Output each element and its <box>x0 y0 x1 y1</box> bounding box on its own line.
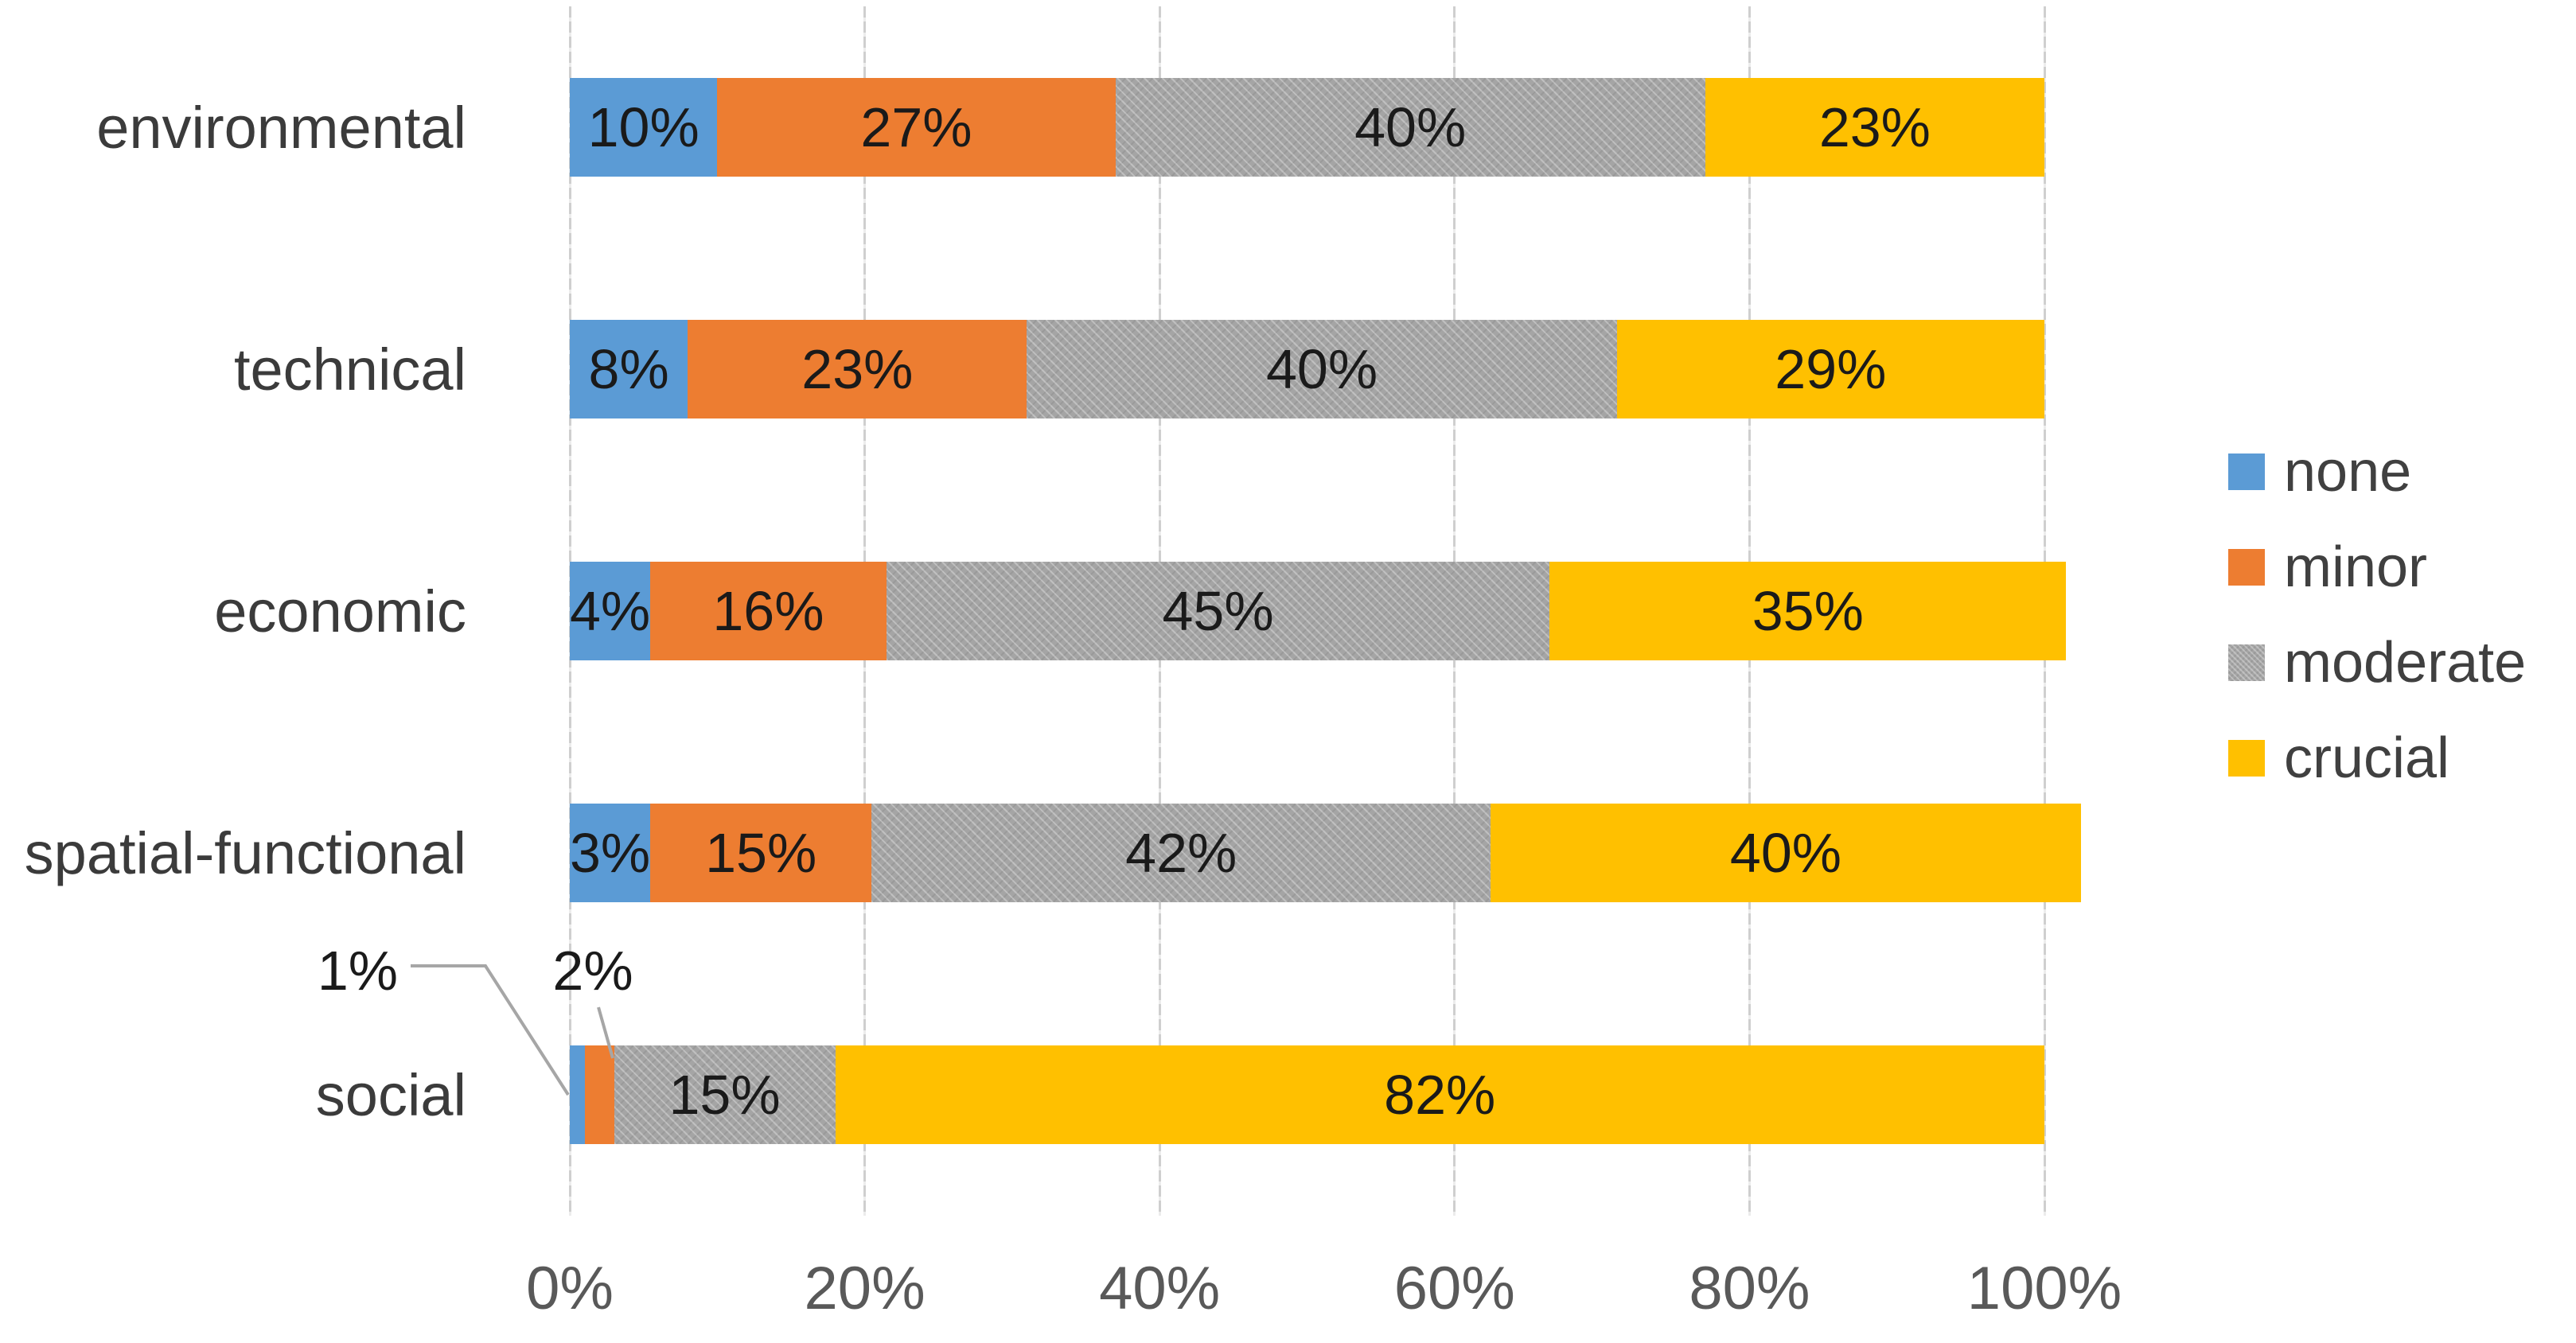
segment-data-label: 40% <box>1354 96 1467 158</box>
bar-segment-minor <box>584 1045 614 1144</box>
bar-segment-minor: 16% <box>650 562 887 660</box>
legend-item-crucial: crucial <box>2228 726 2526 790</box>
segment-data-label: 23% <box>801 338 914 400</box>
x-axis: 0% 20% 40% 60% 80% 100% <box>526 1251 2122 1327</box>
bar-band: 4% 16% 45% 35% <box>570 490 2067 732</box>
bar-segment-minor: 27% <box>717 78 1116 177</box>
x-axis-tick-label: 20% <box>804 1255 926 1322</box>
legend-swatch-icon <box>2228 549 2265 586</box>
segment-data-label: 82% <box>1384 1064 1496 1126</box>
bar-segment-none <box>570 1045 585 1144</box>
category-labels-column: environmental technical economic spatial-fu… <box>0 6 522 1216</box>
segment-data-label: 3% <box>570 822 651 884</box>
category-label: social <box>315 1061 466 1128</box>
x-axis-tick-label: 40% <box>1099 1255 1221 1322</box>
category-label: spatial-functional <box>24 819 466 886</box>
legend-item-none: none <box>2228 440 2526 504</box>
legend-swatch-icon <box>2228 644 2265 681</box>
bar-band: 15% 82% <box>570 974 2044 1216</box>
x-axis-tick-label: 0% <box>526 1255 614 1322</box>
bar-economic: 4% 16% 45% 35% <box>570 562 2067 660</box>
bar-technical: 8% 23% 40% 29% <box>570 320 2044 418</box>
legend-item-minor: minor <box>2228 535 2526 599</box>
legend-item-moderate: moderate <box>2228 631 2527 695</box>
segment-data-label: 40% <box>1729 822 1841 884</box>
segment-data-label: 23% <box>1818 96 1931 158</box>
category-label: technical <box>233 336 466 403</box>
bar-segment-moderate: 40% <box>1115 78 1705 177</box>
plot-area: 10% 27% 40% 23% 8% 23% 40% 29% 4% 16% 45% 35% 3% 15% 4… <box>568 6 2081 1216</box>
bar-band: 8% 23% 40% 29% <box>570 248 2044 490</box>
bar-segment-none: 8% <box>570 320 688 418</box>
segment-data-label: 15% <box>668 1064 781 1126</box>
bar-spatial-functional: 3% 15% 42% 40% <box>570 804 2081 902</box>
segment-data-label: 42% <box>1125 822 1237 884</box>
callout-label-none: 1% <box>317 940 398 1002</box>
legend-label: crucial <box>2284 726 2450 790</box>
bar-segment-none: 3% <box>570 804 651 902</box>
bar-environmental: 10% 27% 40% 23% <box>570 78 2044 177</box>
segment-data-label: 45% <box>1162 580 1274 642</box>
segment-data-label: 15% <box>705 822 817 884</box>
bar-segment-moderate: 40% <box>1027 320 1617 418</box>
bar-segment-crucial: 35% <box>1549 562 2067 660</box>
bar-segment-crucial: 23% <box>1705 78 2044 177</box>
bar-segment-minor: 23% <box>688 320 1027 418</box>
segment-data-label: 29% <box>1775 338 1887 400</box>
bar-segment-minor: 15% <box>650 804 872 902</box>
segment-data-label: 16% <box>712 580 824 642</box>
bar-segment-moderate: 45% <box>886 562 1550 660</box>
bar-segment-moderate: 15% <box>614 1045 836 1144</box>
legend-label: none <box>2284 440 2412 504</box>
bar-segment-none: 4% <box>570 562 651 660</box>
x-axis-tick-label: 80% <box>1689 1255 1810 1322</box>
category-label: environmental <box>96 94 466 161</box>
segment-data-label: 10% <box>587 96 700 158</box>
bar-social: 15% 82% <box>570 1045 2044 1144</box>
x-axis-tick-label: 100% <box>1966 1255 2122 1322</box>
bar-rows: 10% 27% 40% 23% 8% 23% 40% 29% 4% 16% 45% 35% 3% 15% 4… <box>570 6 2081 1216</box>
x-axis-tick-label: 60% <box>1393 1255 1515 1322</box>
segment-data-label: 4% <box>570 580 651 642</box>
segment-data-label: 8% <box>588 338 669 400</box>
bar-band: 10% 27% 40% 23% <box>570 6 2044 248</box>
segment-data-label: 27% <box>860 96 972 158</box>
bar-band: 3% 15% 42% 40% <box>570 732 2081 974</box>
segment-data-label: 35% <box>1752 580 1864 642</box>
callout-label-minor: 2% <box>552 940 633 1002</box>
bar-segment-crucial: 29% <box>1616 320 2044 418</box>
bar-segment-none: 10% <box>570 78 718 177</box>
legend-swatch-icon <box>2228 454 2265 490</box>
legend-swatch-icon <box>2228 740 2265 777</box>
bar-segment-moderate: 42% <box>871 804 1491 902</box>
bar-segment-crucial: 40% <box>1491 804 2081 902</box>
legend: none minor moderate crucial <box>2228 440 2527 790</box>
segment-data-label: 40% <box>1265 338 1378 400</box>
legend-label: moderate <box>2284 631 2527 695</box>
category-label: economic <box>214 578 466 644</box>
legend-label: minor <box>2284 535 2428 599</box>
bar-segment-crucial: 82% <box>835 1045 2044 1144</box>
